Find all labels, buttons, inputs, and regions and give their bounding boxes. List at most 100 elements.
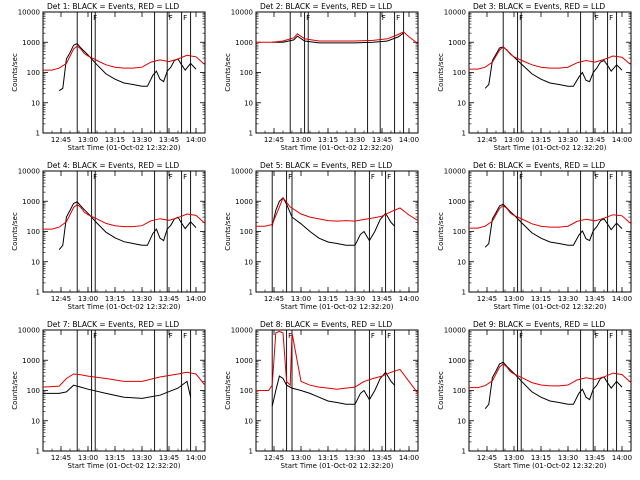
y-tick-label: 100	[453, 387, 466, 395]
plot-frame	[255, 329, 419, 452]
flag-label: F	[169, 173, 173, 181]
x-tick-label: 12:45	[264, 136, 284, 144]
events-series-line	[272, 32, 404, 44]
x-tick-label: 13:30	[345, 295, 365, 303]
y-tick-label: 1000	[22, 39, 40, 47]
panel-det-9: Det 9: BLACK = Events, RED = LLD 1 10 100 10…	[437, 320, 632, 470]
y-axis-label: Counts/sec	[437, 53, 445, 92]
x-tick-label: 14:00	[186, 454, 206, 462]
x-axis-label: Start Time (01-Oct-02 12:32:20)	[281, 462, 394, 470]
x-tick-label: 13:00	[78, 136, 98, 144]
x-tick-label: 13:15	[531, 454, 551, 462]
flag-label: F	[396, 14, 400, 22]
y-axis-label: Counts/sec	[224, 371, 232, 410]
y-axis-label: Counts/sec	[437, 212, 445, 251]
y-tick-label: 10000	[231, 168, 253, 176]
y-tick-label: 10000	[18, 9, 40, 17]
y-tick-label: 100	[240, 69, 253, 77]
panel-det-2: Det 2: BLACK = Events, RED = LLD 1 10 100 10…	[224, 2, 419, 152]
flag-label: F	[183, 332, 187, 340]
y-tick-label: 100	[240, 228, 253, 236]
x-tick-label: 13:45	[372, 136, 392, 144]
lld-series-line	[469, 363, 632, 389]
flag-label: F	[595, 14, 599, 22]
y-tick-label: 100	[27, 387, 40, 395]
x-tick-label: 14:00	[612, 295, 632, 303]
plot-frame	[255, 170, 419, 293]
x-tick-label: 12:45	[477, 136, 497, 144]
y-tick-label: 1000	[22, 198, 40, 206]
flag-label: F	[288, 173, 292, 181]
x-tick-label: 13:45	[159, 454, 179, 462]
y-tick-label: 1	[36, 448, 40, 456]
lld-series-line	[42, 371, 206, 388]
y-tick-label: 10	[244, 417, 253, 425]
flag-label: F	[609, 173, 613, 181]
flag-label: F	[169, 332, 173, 340]
x-axis-label: Start Time (01-Oct-02 12:32:20)	[281, 303, 394, 311]
x-tick-label: 13:15	[531, 295, 551, 303]
x-tick-label: 13:45	[159, 295, 179, 303]
x-tick-label: 12:45	[264, 454, 284, 462]
x-tick-label: 13:45	[585, 454, 605, 462]
panel-title: Det 9: BLACK = Events, RED = LLD	[473, 320, 605, 329]
y-tick-label: 100	[27, 69, 40, 77]
y-tick-label: 10000	[18, 168, 40, 176]
events-series-line	[484, 46, 623, 89]
y-tick-label: 1000	[448, 357, 466, 365]
panel-title: Det 8: BLACK = Events, RED = LLD	[260, 320, 392, 329]
x-tick-label: 12:45	[477, 454, 497, 462]
x-tick-label: 13:30	[345, 454, 365, 462]
panel-det-4: Det 4: BLACK = Events, RED = LLD 1 10 100 10…	[11, 161, 206, 311]
y-tick-label: 100	[27, 228, 40, 236]
x-tick-label: 13:45	[372, 295, 392, 303]
panel-title: Det 6: BLACK = Events, RED = LLD	[473, 161, 605, 170]
x-tick-label: 14:00	[612, 454, 632, 462]
y-tick-label: 10	[457, 258, 466, 266]
flag-label: F	[93, 173, 97, 181]
y-tick-label: 1	[249, 130, 253, 138]
y-tick-label: 100	[453, 228, 466, 236]
events-series-line	[43, 380, 192, 399]
y-tick-label: 1000	[448, 198, 466, 206]
events-series-line	[484, 203, 623, 248]
y-tick-label: 10	[244, 99, 253, 107]
y-tick-label: 10000	[18, 327, 40, 335]
lld-series-line	[256, 330, 419, 394]
y-axis-label: Counts/sec	[224, 53, 232, 92]
x-tick-label: 12:45	[477, 295, 497, 303]
panel-det-5: Det 5: BLACK = Events, RED = LLD 1 10 100 10…	[224, 161, 419, 311]
x-tick-label: 13:15	[531, 136, 551, 144]
x-tick-label: 14:00	[186, 295, 206, 303]
flag-label: F	[519, 14, 523, 22]
x-tick-label: 13:00	[504, 136, 524, 144]
x-tick-label: 12:45	[51, 136, 71, 144]
y-tick-label: 10000	[444, 327, 466, 335]
flag-label: F	[519, 332, 523, 340]
x-tick-label: 12:45	[51, 295, 71, 303]
lld-series-line	[256, 196, 419, 227]
lld-series-line	[43, 45, 206, 71]
panel-title: Det 7: BLACK = Events, RED = LLD	[47, 320, 179, 329]
x-tick-label: 14:00	[399, 454, 419, 462]
y-axis-label: Counts/sec	[11, 371, 19, 410]
flag-label: F	[387, 173, 391, 181]
y-tick-label: 10	[457, 417, 466, 425]
flag-label: F	[595, 173, 599, 181]
plot-frame	[255, 11, 419, 134]
panel-det-6: Det 6: BLACK = Events, RED = LLD 1 10 100 10…	[437, 161, 632, 311]
x-tick-label: 13:45	[585, 295, 605, 303]
x-tick-label: 14:00	[612, 136, 632, 144]
x-tick-label: 13:45	[585, 136, 605, 144]
panel-title: Det 4: BLACK = Events, RED = LLD	[47, 161, 179, 170]
x-tick-label: 12:45	[264, 295, 284, 303]
x-tick-label: 13:30	[132, 295, 152, 303]
y-tick-label: 1	[249, 448, 253, 456]
x-axis-label: Start Time (01-Oct-02 12:32:20)	[494, 144, 607, 152]
x-axis-label: Start Time (01-Oct-02 12:32:20)	[68, 144, 181, 152]
x-tick-label: 13:00	[291, 295, 311, 303]
panel-title: Det 2: BLACK = Events, RED = LLD	[260, 2, 392, 11]
x-tick-label: 13:30	[345, 136, 365, 144]
y-tick-label: 1000	[235, 198, 253, 206]
